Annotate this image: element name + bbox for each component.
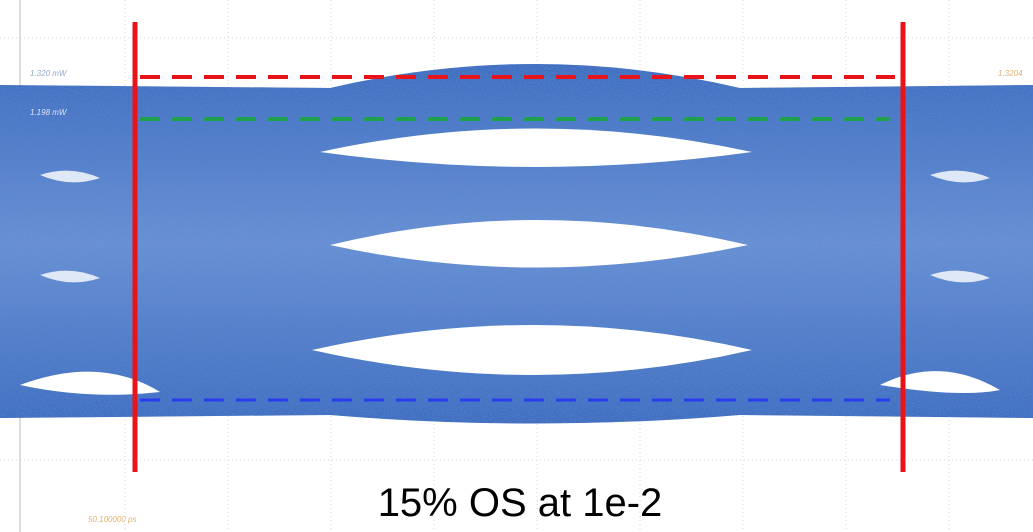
level-label: 1.320 mW — [30, 69, 68, 78]
eye-openings — [20, 128, 1000, 395]
marker-label: 1.3204 — [998, 69, 1023, 78]
time-label: 50.100000 ps — [88, 515, 137, 524]
level-label: 1.198 mW — [30, 108, 68, 117]
caption: 15% OS at 1e-2 — [378, 481, 663, 525]
